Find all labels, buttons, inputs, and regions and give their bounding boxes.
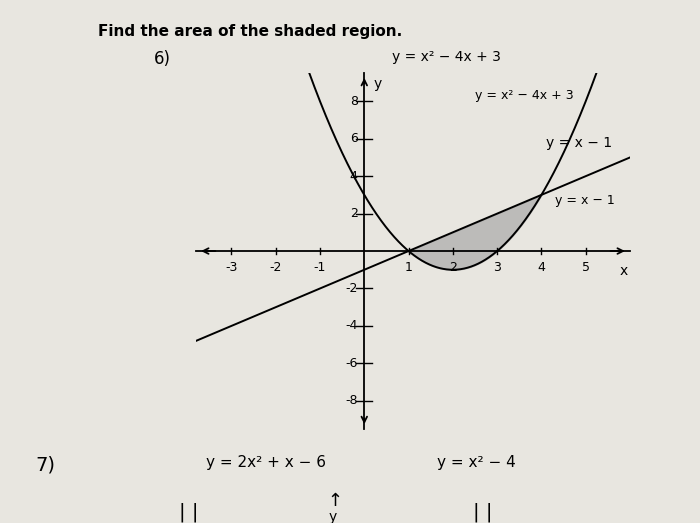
Text: y = x − 1: y = x − 1	[554, 194, 615, 207]
Text: y = x² − 4x + 3: y = x² − 4x + 3	[392, 50, 501, 64]
Text: 8: 8	[349, 95, 358, 108]
Text: y = x − 1: y = x − 1	[546, 136, 612, 150]
Text: $\uparrow$: $\uparrow$	[324, 492, 341, 509]
Text: -2: -2	[345, 282, 358, 295]
Text: -2: -2	[270, 262, 282, 275]
Text: 6: 6	[350, 132, 358, 145]
Text: -1: -1	[314, 262, 326, 275]
Text: 7): 7)	[35, 455, 55, 474]
Text: 4: 4	[350, 169, 358, 183]
Text: -3: -3	[225, 262, 237, 275]
Text: y = x² − 4: y = x² − 4	[437, 455, 515, 470]
Text: | |: | |	[179, 502, 199, 521]
Text: 6): 6)	[154, 50, 171, 67]
Text: 2: 2	[449, 262, 457, 275]
Text: -8: -8	[345, 394, 358, 407]
Text: -6: -6	[345, 357, 358, 370]
Text: Find the area of the shaded region.: Find the area of the shaded region.	[98, 24, 402, 39]
Text: | |: | |	[473, 502, 493, 521]
Text: 1: 1	[405, 262, 412, 275]
Text: x: x	[620, 264, 627, 278]
Text: y: y	[328, 510, 337, 523]
Text: -4: -4	[345, 320, 358, 333]
Text: 4: 4	[538, 262, 545, 275]
Text: 3: 3	[494, 262, 501, 275]
Text: y = 2x² + x − 6: y = 2x² + x − 6	[206, 455, 326, 470]
Text: 5: 5	[582, 262, 589, 275]
Text: 2: 2	[350, 207, 358, 220]
Text: y: y	[373, 77, 382, 91]
Text: y = x² − 4x + 3: y = x² − 4x + 3	[475, 89, 573, 102]
